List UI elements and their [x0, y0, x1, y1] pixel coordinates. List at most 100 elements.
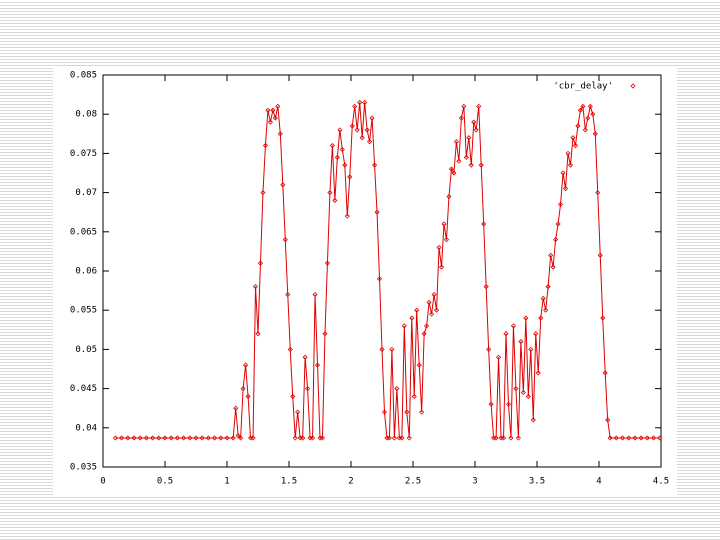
legend-label: 'cbr_delay' [553, 82, 613, 92]
data-point [156, 435, 162, 441]
data-point [570, 135, 576, 141]
data-point [302, 354, 308, 360]
data-point [265, 107, 271, 113]
data-point [347, 174, 353, 180]
data-point [280, 182, 286, 188]
data-point [275, 103, 281, 109]
data-point [394, 386, 400, 392]
data-point [162, 435, 168, 441]
data-point [626, 435, 632, 441]
data-point [483, 284, 489, 290]
x-tick-label: 1 [224, 477, 229, 487]
data-point [376, 276, 383, 282]
data-point [168, 435, 174, 441]
data-point [638, 435, 644, 441]
data-point [342, 162, 348, 168]
data-point [205, 435, 211, 441]
x-tick-label: 2 [348, 477, 353, 487]
data-point [235, 433, 241, 439]
data-point [543, 307, 549, 313]
data-point [137, 435, 143, 441]
data-point [510, 323, 517, 329]
data-point [481, 221, 487, 227]
data-point [453, 139, 459, 145]
data-point [245, 393, 251, 400]
data-point [312, 291, 318, 298]
data-point [577, 107, 583, 113]
data-point [334, 154, 340, 160]
data-point [250, 435, 256, 441]
data-point [505, 401, 512, 407]
data-point [451, 170, 457, 176]
data-point [550, 264, 556, 270]
data-point [595, 190, 601, 196]
data-point [461, 103, 467, 109]
data-point [575, 123, 581, 129]
data-point [270, 107, 276, 113]
data-point [548, 252, 554, 258]
data-point [433, 307, 440, 313]
data-point [555, 221, 561, 227]
y-tick-label: 0.075 [70, 149, 97, 159]
y-tick-label: 0.085 [70, 71, 97, 81]
x-tick-label: 3.5 [529, 477, 545, 487]
data-point [193, 435, 199, 441]
data-point [332, 197, 338, 204]
data-point [362, 99, 368, 106]
data-point [309, 435, 316, 441]
x-tick-label: 4 [596, 477, 601, 487]
data-point [446, 193, 452, 200]
data-point [352, 103, 358, 109]
data-point [441, 221, 447, 227]
data-point [557, 201, 564, 207]
data-point [364, 127, 370, 133]
x-tick-label: 0.5 [157, 477, 173, 487]
data-point [357, 99, 363, 106]
data-point [277, 131, 283, 137]
data-point [319, 435, 326, 441]
data-point [371, 162, 378, 168]
data-point [438, 264, 445, 270]
data-point [486, 346, 492, 352]
data-point [285, 291, 291, 298]
data-point [585, 115, 591, 121]
data-point [381, 409, 388, 415]
data-point [212, 435, 218, 441]
data-point [540, 295, 546, 302]
data-point [386, 435, 393, 441]
data-point [503, 331, 509, 337]
data-point [448, 166, 455, 172]
y-tick-label: 0.08 [75, 110, 97, 120]
data-point [262, 142, 269, 149]
data-point [545, 284, 551, 290]
data-point [252, 284, 259, 290]
data-point [572, 142, 579, 149]
data-point [613, 435, 619, 441]
data-point [443, 237, 450, 243]
data-point [295, 409, 301, 415]
data-point [379, 346, 385, 352]
data-point [243, 362, 249, 368]
data-point [476, 103, 482, 109]
data-point [238, 435, 244, 441]
data-point [560, 170, 566, 176]
data-point [187, 435, 193, 441]
data-point [409, 315, 415, 321]
data-point [404, 409, 410, 415]
data-point [493, 435, 499, 441]
data-point [431, 291, 437, 298]
data-line [115, 102, 660, 440]
data-point [518, 338, 524, 345]
x-tick-label: 2.5 [405, 477, 421, 487]
data-point [562, 186, 569, 192]
y-tick-label: 0.065 [70, 227, 97, 237]
data-point [456, 158, 462, 164]
data-point [468, 162, 474, 168]
data-point [230, 435, 236, 441]
data-point [597, 252, 603, 258]
data-point [181, 435, 187, 441]
data-point [478, 162, 484, 168]
data-point [587, 103, 593, 109]
data-point [199, 435, 205, 441]
